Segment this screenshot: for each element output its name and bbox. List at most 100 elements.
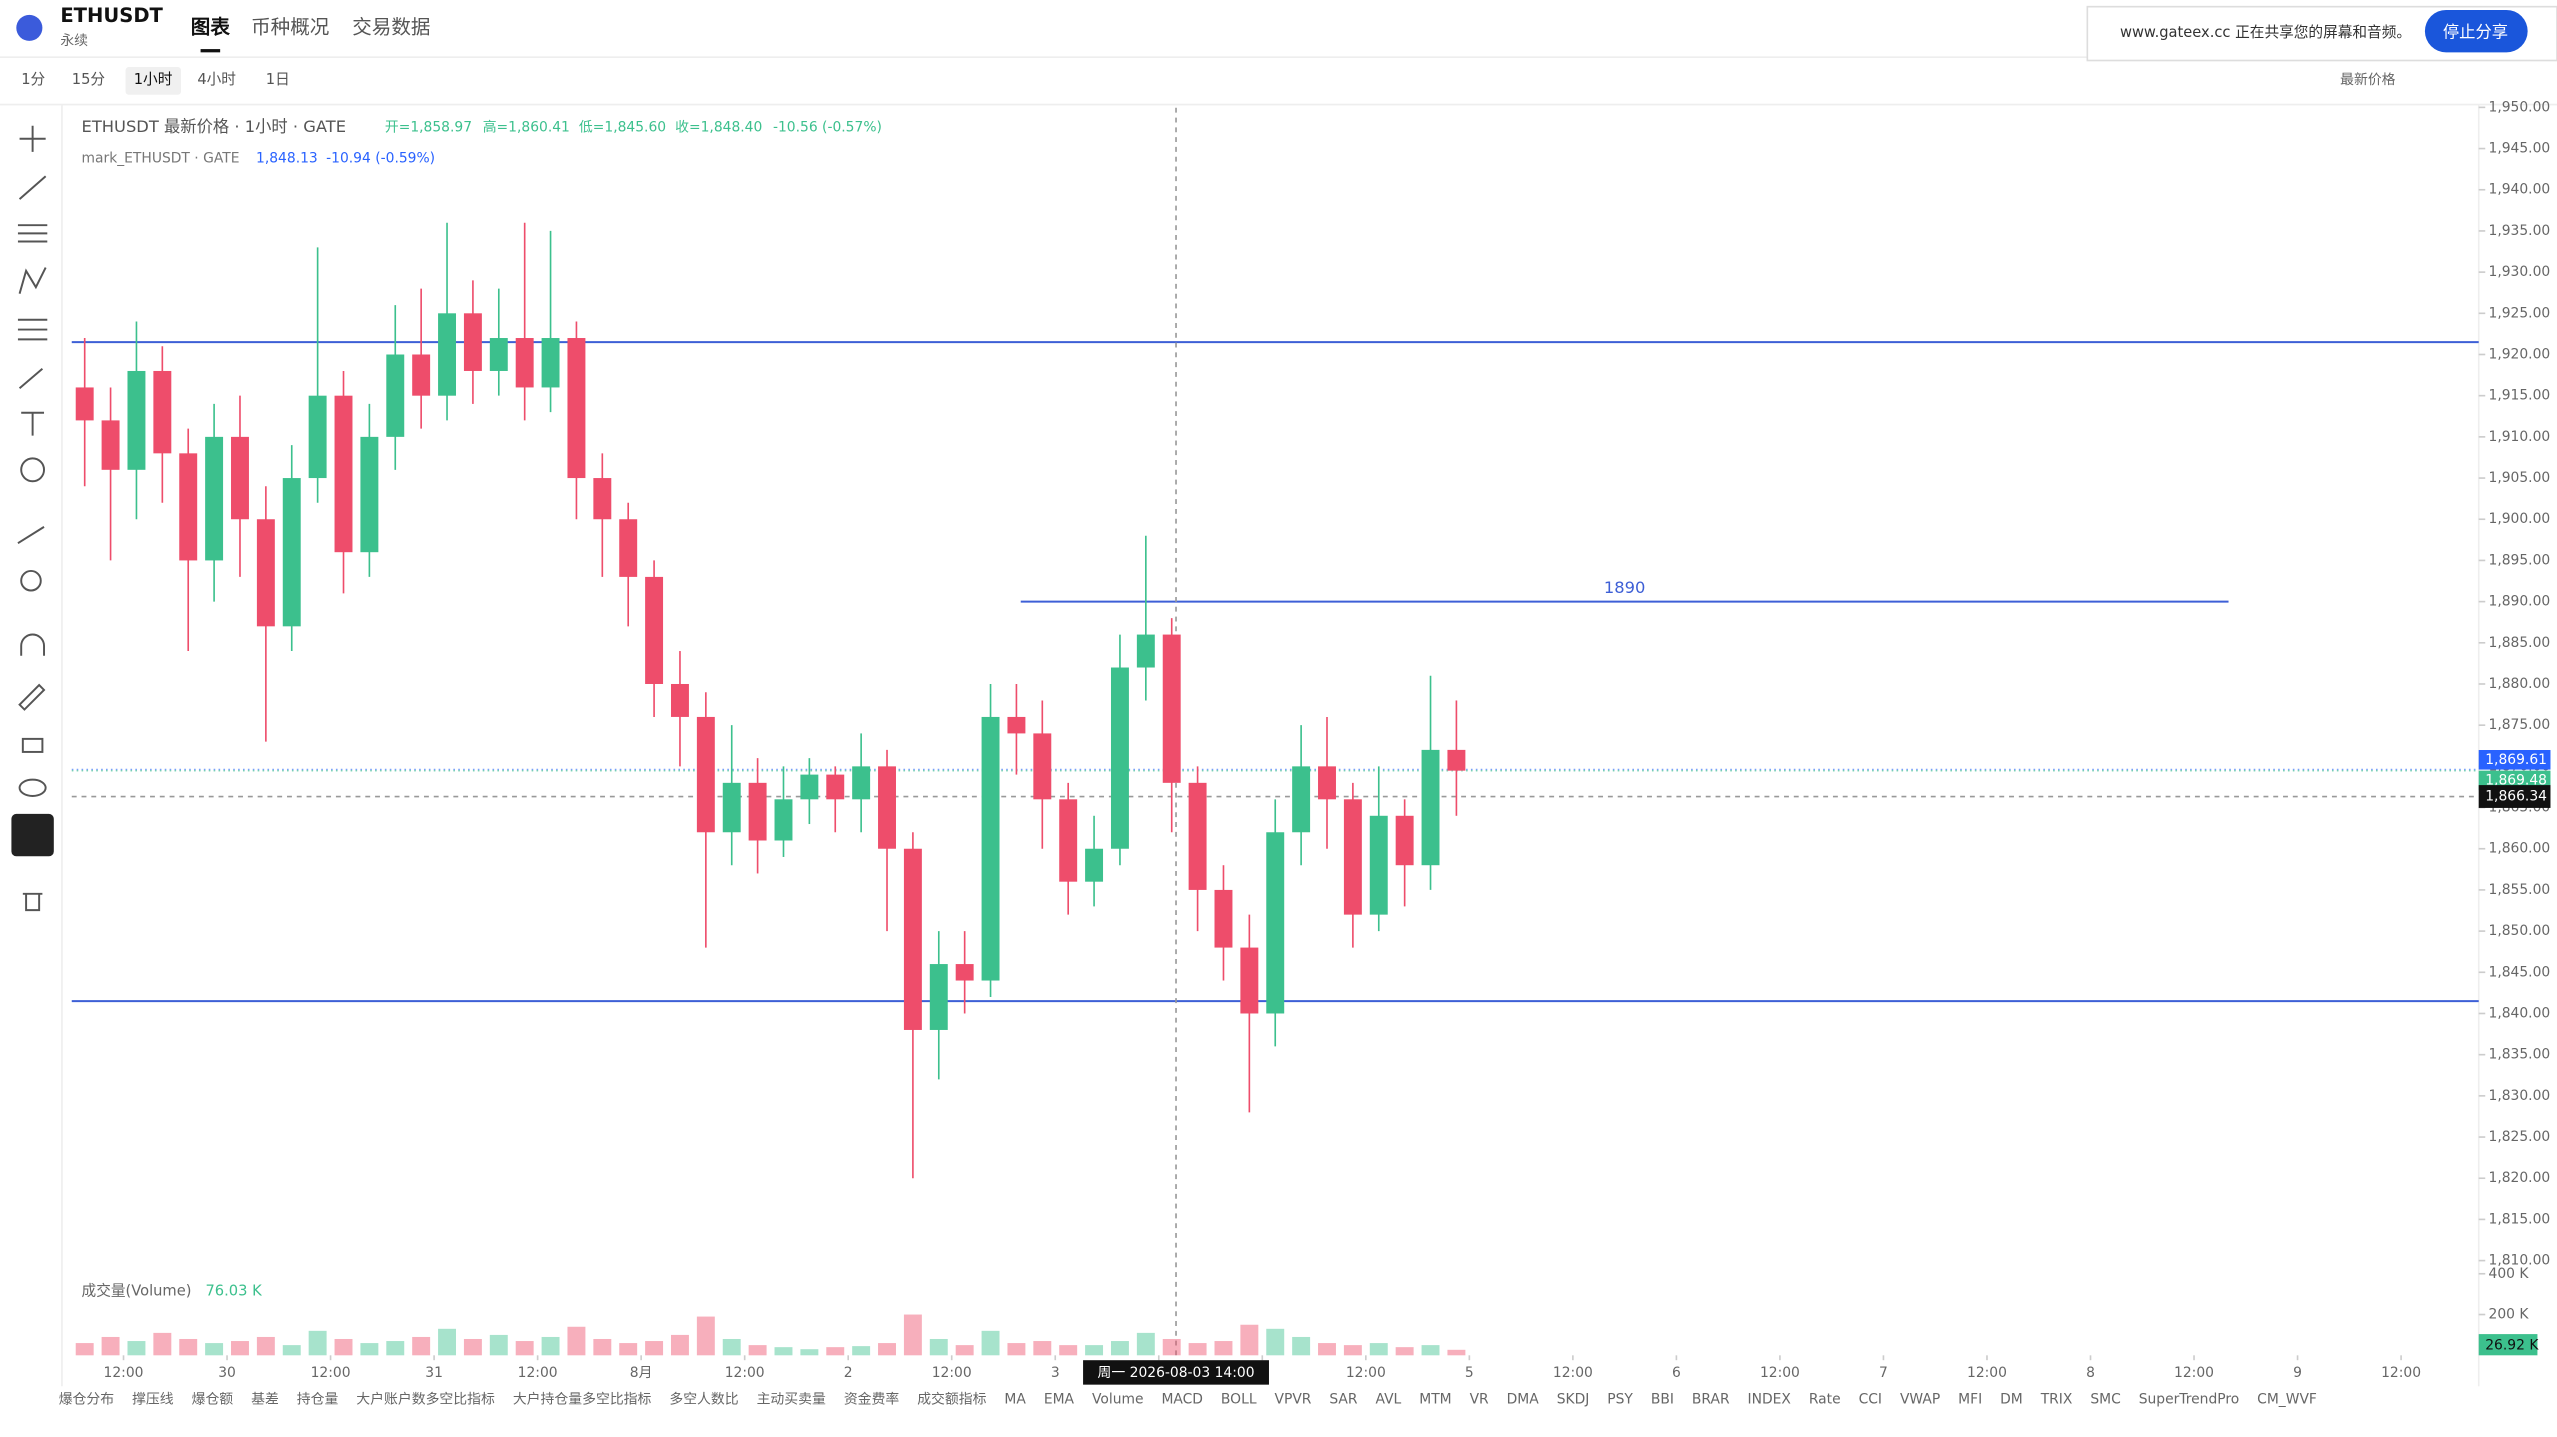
tool-cross[interactable] — [19, 125, 46, 152]
indicator[interactable]: SMC — [2090, 1391, 2120, 1407]
indicator[interactable]: VPVR — [1274, 1391, 1311, 1407]
interval[interactable]: 1小时 — [134, 71, 173, 88]
indicator[interactable]: 资金费率 — [844, 1390, 900, 1407]
volume-bar — [878, 1343, 896, 1356]
interval[interactable]: 1日 — [266, 71, 290, 88]
indicator[interactable]: CCI — [1859, 1391, 1882, 1407]
indicator[interactable]: DM — [2000, 1391, 2023, 1407]
indicator-bar: 爆仓分布 撑压线 爆仓额 基差 持仓量 大户账户数多空比指标 大户持仓量多空比指标 多空人数比… — [59, 1390, 2317, 1407]
tool-parallel[interactable] — [17, 224, 48, 243]
indicator[interactable]: AVL — [1375, 1391, 1401, 1407]
y-tick-label: 1,855.00 — [2489, 882, 2551, 898]
tab[interactable]: 币种概况 — [251, 15, 329, 38]
tool-magnet[interactable] — [20, 633, 46, 656]
symbol[interactable]: ETHUSDT — [60, 4, 163, 27]
candle-body — [670, 683, 689, 717]
legend-text: 低=1,845.60 — [579, 119, 666, 135]
tool-line[interactable] — [18, 175, 47, 200]
crosshair-time-tag — [1083, 1360, 1269, 1385]
indicator[interactable]: MACD — [1161, 1391, 1203, 1407]
indicator[interactable]: 爆仓额 — [192, 1391, 234, 1407]
indicator[interactable]: CM_WVF — [2257, 1391, 2317, 1407]
volume-bar — [981, 1330, 1000, 1356]
indicator[interactable]: EMA — [1044, 1391, 1075, 1407]
indicator[interactable]: 撑压线 — [132, 1391, 174, 1407]
indicator[interactable]: 大户账户数多空比指标 — [356, 1390, 495, 1407]
candle-body — [153, 370, 172, 454]
candle-body — [1033, 733, 1052, 800]
candle-body — [567, 338, 586, 479]
indicator[interactable]: DMA — [1507, 1391, 1540, 1407]
indicator[interactable]: BRAR — [1692, 1391, 1730, 1407]
y-tick-label: 1,890.00 — [2489, 594, 2551, 610]
candle-body — [179, 453, 198, 561]
indicator[interactable]: 多空人数比 — [669, 1390, 738, 1407]
tab[interactable]: 图表 — [191, 15, 231, 38]
tool-brush[interactable] — [18, 367, 44, 390]
volume-bar — [748, 1345, 767, 1356]
tool-pattern[interactable] — [18, 267, 47, 294]
volume-bar — [645, 1341, 664, 1356]
indicator[interactable]: PSY — [1607, 1391, 1633, 1407]
candle-body — [1085, 848, 1104, 882]
tool-delete[interactable] — [22, 892, 43, 912]
tool-fib[interactable] — [17, 318, 48, 341]
indicator[interactable]: 成交额指标 — [917, 1390, 986, 1407]
volume-bar — [75, 1343, 94, 1356]
y-tick-label: 1,840.00 — [2489, 1005, 2551, 1021]
indicator[interactable]: MTM — [1419, 1391, 1451, 1407]
indicator[interactable]: 爆仓分布 — [59, 1391, 115, 1407]
tool-ruler[interactable] — [17, 526, 45, 545]
candle-body — [774, 799, 793, 841]
tool-zoom[interactable] — [20, 569, 42, 592]
interval[interactable]: 1分 — [21, 71, 45, 88]
indicator[interactable]: 持仓量 — [297, 1391, 339, 1407]
indicator[interactable]: MA — [1004, 1391, 1026, 1407]
tool-eye[interactable] — [18, 778, 47, 797]
legend-text: ETHUSDT 最新价格 · 1小时 · GATE — [82, 117, 346, 136]
volume-bar — [852, 1346, 871, 1356]
indicator[interactable]: BBI — [1651, 1391, 1674, 1407]
tool-lock[interactable] — [21, 737, 44, 753]
stop-share-label[interactable]: 停止分享 — [2443, 22, 2508, 41]
indicator[interactable]: SAR — [1329, 1391, 1358, 1407]
x-tick-label: 12:00 — [1760, 1365, 1800, 1381]
indicator[interactable]: 基差 — [251, 1390, 279, 1407]
indicator[interactable]: BOLL — [1221, 1391, 1257, 1407]
tool-lock-draw[interactable] — [18, 683, 46, 711]
indicator[interactable]: SKDJ — [1557, 1391, 1590, 1407]
crosshair-time-label: 周一 2026-08-03 14:00 — [1098, 1365, 1255, 1381]
x-tick-label: 12:00 — [1346, 1365, 1386, 1381]
candle-body — [1240, 947, 1259, 1014]
tool-text[interactable] — [21, 411, 45, 436]
chart: 1,810.00 1,815.00 1,820.00 1,825.00 1,830.00… — [71, 99, 2551, 1385]
interval[interactable]: 15分 — [72, 71, 106, 88]
indicator[interactable]: INDEX — [1748, 1391, 1792, 1407]
indicator[interactable]: Rate — [1809, 1391, 1841, 1407]
x-tick-label: 12:00 — [311, 1365, 351, 1381]
indicator[interactable]: VR — [1470, 1391, 1489, 1407]
tool-emoji[interactable] — [20, 457, 46, 483]
tool-link[interactable] — [11, 813, 54, 857]
legend-text: 收=1,848.40 — [675, 119, 762, 135]
y-tick-label: 1,935.00 — [2489, 223, 2551, 239]
indicator[interactable]: Volume — [1092, 1391, 1144, 1407]
interval[interactable]: 4小时 — [197, 71, 236, 88]
stop-share-button[interactable] — [2424, 9, 2528, 53]
candle-body — [1266, 832, 1285, 1014]
candle-body — [1292, 766, 1311, 833]
volume-bar — [619, 1343, 638, 1356]
interval-bar: 1分 15分 1小时 4小时 1日 — [21, 67, 290, 95]
volume-bar — [489, 1334, 508, 1356]
indicator[interactable]: VWAP — [1900, 1391, 1940, 1407]
indicator[interactable]: 主动买卖量 — [757, 1391, 826, 1407]
indicator[interactable]: TRIX — [2040, 1391, 2073, 1407]
indicator[interactable]: SuperTrendPro — [2139, 1391, 2240, 1407]
volume-bar — [153, 1332, 172, 1356]
indicator[interactable]: 大户持仓量多空比指标 — [513, 1390, 652, 1407]
price-type[interactable]: 最新价格 — [2340, 72, 2396, 88]
tab[interactable]: 交易数据 — [352, 15, 430, 38]
candle-body — [852, 766, 871, 800]
indicator[interactable]: MFI — [1958, 1391, 1982, 1407]
